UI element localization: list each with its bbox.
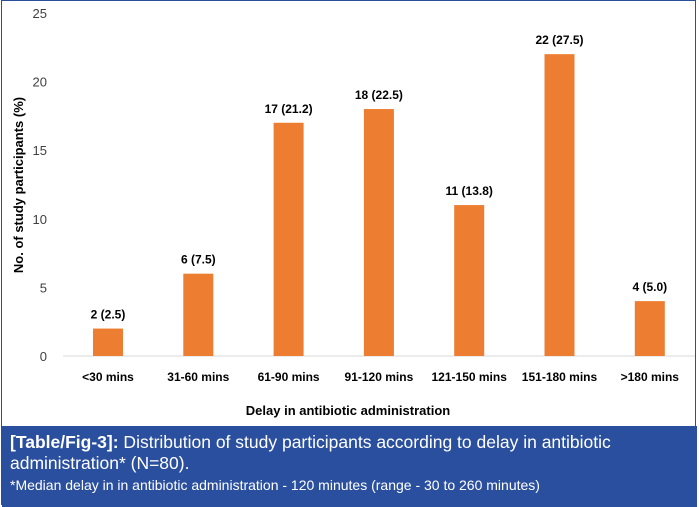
figure-caption: [Table/Fig-3]: Distribution of study par… <box>2 426 697 507</box>
bar <box>544 54 575 356</box>
bar <box>183 273 214 356</box>
x-tick-label: 121-150 mins <box>432 370 508 384</box>
bar-chart: 0 5 10 15 20 25 2 (2.5) <30 mins 6 (7.5) 31-60 m… <box>11 6 695 418</box>
data-label: 18 (22.5) <box>355 88 403 102</box>
caption-label: [Table/Fig-3]: <box>10 432 119 452</box>
data-label: 4 (5.0) <box>632 280 667 294</box>
data-label: 11 (13.8) <box>446 184 493 198</box>
y-tick-label: 15 <box>33 143 47 158</box>
x-tick-label: 31-60 mins <box>167 370 229 384</box>
caption-text: Distribution of study participants accor… <box>10 432 611 473</box>
x-tick-label: <30 mins <box>82 370 134 384</box>
data-label: 6 (7.5) <box>181 253 216 267</box>
bar <box>93 328 123 356</box>
x-tick-label: 61-90 mins <box>258 370 320 384</box>
y-axis-title: No. of study participants (%) <box>11 97 26 273</box>
x-tick-label: 91-120 mins <box>345 370 414 384</box>
y-tick-label: 25 <box>33 6 47 21</box>
y-tick-label: 0 <box>40 349 47 364</box>
bar <box>363 109 394 356</box>
caption-footnote: *Median delay in in antibiotic administr… <box>10 477 540 493</box>
y-tick-label: 20 <box>33 75 47 90</box>
y-tick-label: 5 <box>40 280 47 295</box>
x-axis-title: Delay in antibiotic administration <box>246 403 450 418</box>
y-tick-label: 10 <box>33 212 47 227</box>
data-label: 2 (2.5) <box>91 308 126 322</box>
bar <box>273 122 304 356</box>
x-tick-label: 151-180 mins <box>522 370 598 384</box>
bar <box>454 205 485 356</box>
data-label: 17 (21.2) <box>265 102 313 116</box>
bar <box>634 301 665 356</box>
x-tick-label: >180 mins <box>621 370 680 384</box>
data-label: 22 (27.5) <box>535 33 583 47</box>
